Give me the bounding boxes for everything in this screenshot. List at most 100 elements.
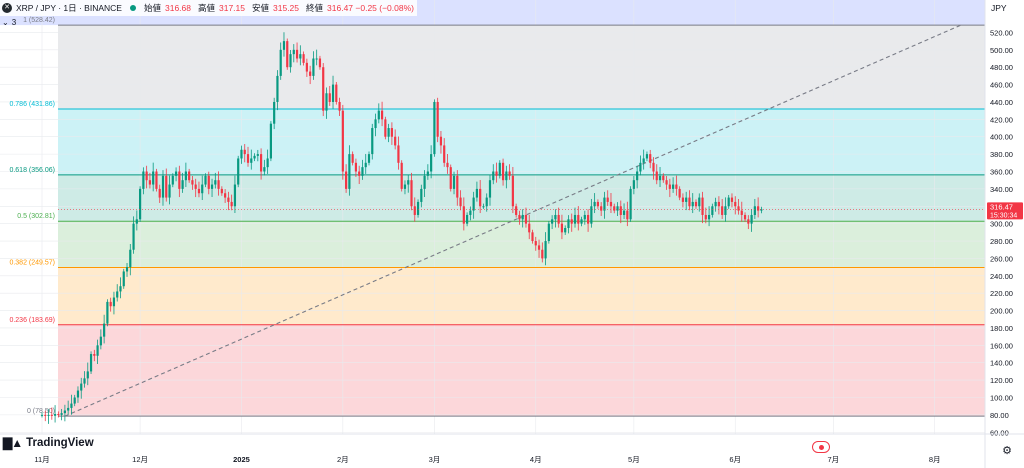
candle-body [165, 175, 168, 198]
candle-body [691, 201, 694, 207]
candle-body [600, 206, 603, 211]
indicator-toggle[interactable]: ⌄ 3 [2, 18, 16, 27]
candle [609, 193, 613, 214]
candle [309, 65, 312, 85]
candle-body [201, 184, 204, 194]
candle [312, 51, 315, 80]
fib-label: 0.618 (356.06) [9, 167, 55, 174]
candle-body [515, 206, 518, 215]
candle [403, 180, 407, 195]
candle-body [511, 175, 514, 207]
candle-body [371, 128, 374, 155]
candle [757, 197, 760, 218]
candle [158, 184, 161, 203]
candle-body [325, 93, 328, 111]
high-value: 317.15 [219, 3, 245, 13]
price-tick-label: 260.00 [990, 254, 1013, 263]
candle-body [704, 214, 707, 220]
candle [750, 209, 753, 232]
candle [498, 160, 501, 179]
candle [672, 177, 675, 193]
price-tick-label: 300.00 [990, 220, 1013, 229]
chart-header: ✕ XRP / JPY · 1日 · BINANCE 始値 316.68 高値 … [0, 0, 417, 16]
candle [318, 55, 322, 70]
candle [694, 199, 698, 209]
time-tick-label: 7月 [828, 455, 840, 464]
candle [603, 191, 606, 219]
candle [583, 210, 586, 225]
candle [511, 166, 514, 214]
candle-body [524, 214, 528, 224]
candle [632, 176, 635, 195]
candle-body [70, 403, 73, 408]
close-label: 終値 [306, 3, 324, 13]
time-tick-label: 8月 [929, 455, 941, 464]
fib-label: 0.236 (183.69) [9, 317, 55, 324]
candle-body [354, 162, 358, 172]
candle-body [269, 123, 272, 159]
candle [99, 329, 102, 350]
candle-body [528, 223, 531, 233]
gear-icon[interactable]: ⚙ [1002, 445, 1012, 457]
candle [289, 49, 292, 73]
candle [436, 97, 439, 143]
time-tick-label: 5月 [628, 455, 640, 464]
candle-body [76, 390, 80, 398]
candle-body [60, 413, 63, 415]
candle [361, 159, 364, 180]
candle [430, 145, 433, 179]
candle-body [256, 154, 259, 156]
candle [227, 191, 230, 211]
fib-label: 0.5 (302.81) [17, 213, 55, 220]
candle [83, 371, 86, 388]
candle [286, 38, 289, 70]
currency-label[interactable]: JPY [991, 3, 1007, 13]
price-tick-label: 160.00 [990, 341, 1013, 350]
candle [80, 377, 83, 399]
candle [541, 242, 544, 263]
candle [96, 339, 99, 364]
candle [119, 277, 122, 299]
record-icon[interactable] [812, 441, 830, 453]
candle-body [475, 188, 479, 198]
candle [711, 203, 714, 218]
candle-body [753, 206, 756, 215]
candle-body [93, 354, 96, 356]
candle [449, 164, 452, 192]
high-label: 高値 [197, 3, 215, 13]
symbol-title[interactable]: XRP / JPY · 1日 · BINANCE [16, 3, 122, 13]
candle-body [230, 201, 233, 207]
price-tag-countdown: 15:30:34 [990, 212, 1017, 219]
candle [420, 184, 423, 208]
candle-body [168, 184, 171, 198]
candle [224, 189, 227, 203]
candle [760, 206, 763, 214]
candle [521, 209, 524, 228]
candle [132, 216, 135, 254]
candle [495, 162, 498, 183]
candle [443, 138, 446, 167]
candle-body [331, 84, 335, 102]
candle [273, 97, 276, 130]
candle [639, 155, 642, 176]
candle [197, 181, 201, 198]
candle [44, 410, 47, 422]
candle [354, 158, 358, 177]
candle-body [184, 171, 187, 181]
candle [645, 151, 649, 162]
candle [678, 186, 681, 201]
candle-body [737, 206, 740, 211]
candle-body [462, 206, 465, 224]
candle [593, 193, 596, 214]
candle [139, 186, 142, 222]
candle-body [724, 206, 727, 215]
candle-body [194, 184, 197, 189]
candle-body [132, 223, 135, 250]
candle [590, 198, 593, 228]
candle [178, 165, 181, 198]
candle-body [580, 219, 583, 224]
candle-body [174, 171, 178, 176]
candle-body [583, 214, 586, 220]
